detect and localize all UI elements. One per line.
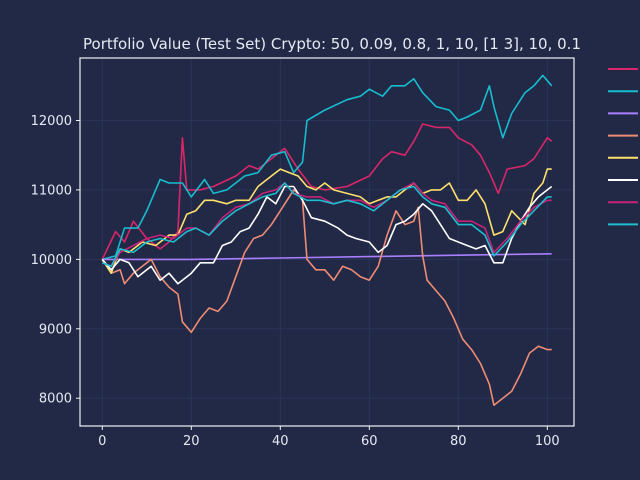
grid (80, 58, 574, 426)
plot-frame (79, 57, 575, 427)
series-line-1 (101, 123, 553, 260)
y-tick-label: 10000 (31, 253, 72, 268)
y-tick-label: 9000 (39, 322, 72, 337)
series-line-8 (102, 182, 552, 268)
y-tick-label: 8000 (39, 392, 72, 407)
x-tick-label: 100 (535, 434, 560, 449)
series-line-3 (102, 253, 552, 261)
x-tick-label: 0 (98, 434, 106, 449)
chart-title: Portfolio Value (Test Set) Crypto: 50, 0… (83, 35, 581, 53)
series-line-7 (102, 182, 552, 268)
y-tick-label: 12000 (31, 114, 72, 129)
series-line-2 (102, 74, 553, 261)
x-tick-label: 80 (450, 434, 467, 449)
series-line-5 (101, 168, 552, 274)
y-tick-label: 11000 (31, 183, 72, 198)
x-tick-label: 60 (361, 434, 378, 449)
x-tick-label: 40 (272, 434, 289, 449)
series-layer (101, 74, 553, 406)
legend (608, 68, 638, 226)
series-line-6 (101, 185, 553, 285)
series-line-4 (101, 189, 552, 406)
x-tick-label: 20 (183, 434, 200, 449)
axis-ticks: 0 20 40 60 80 100 8000 9000 10000 11000 12000 (31, 114, 560, 449)
